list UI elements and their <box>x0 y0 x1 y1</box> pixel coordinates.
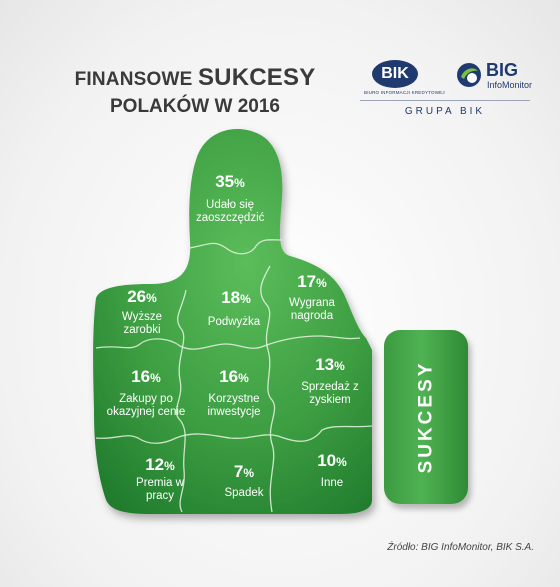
label-udalo-sie: Udało się zaoszczędzić <box>196 199 265 224</box>
seam-row-1 <box>95 335 361 350</box>
label-korzystne-inwestycje: Korzystne inwestycje <box>207 393 261 418</box>
logo-divider <box>360 100 530 101</box>
value-spadek-number: 7 <box>233 462 244 481</box>
seam-col-1 <box>175 289 187 513</box>
big-logo-name: BIG <box>486 60 519 80</box>
value-premia: 12% <box>134 455 186 475</box>
hand-silhouette <box>93 129 372 514</box>
value-wyzsze-zarobki: 26% <box>116 287 168 307</box>
label-premia: Premia w pracy <box>136 477 184 502</box>
value-udalo-sie: 35% <box>204 172 256 192</box>
seam-row-2 <box>95 425 373 444</box>
percent-sign: % <box>150 371 161 385</box>
value-korzystne-inwestycje-number: 16 <box>219 367 239 386</box>
label-sprzedaz: Sprzedaż z zyskiem <box>301 381 359 406</box>
percent-sign: % <box>146 291 157 305</box>
value-wyzsze-zarobki-number: 26 <box>127 287 147 306</box>
value-sprzedaz: 13% <box>304 355 356 375</box>
title-line-2: POLAKÓW W 2016 <box>110 95 280 117</box>
source-note: Źródło: BIG InfoMonitor, BIK S.A. <box>387 542 534 553</box>
seam-col-2 <box>260 265 276 513</box>
value-zakupy-number: 16 <box>131 367 151 386</box>
bik-logo-subtitle: BIURO INFORMACJI KREDYTOWEJ <box>364 90 445 95</box>
value-inne-number: 10 <box>317 451 337 470</box>
bik-logo: BIK BIURO INFORMACJI KREDYTOWEJ <box>364 60 445 95</box>
percent-sign: % <box>316 276 327 290</box>
value-podwyzka: 18% <box>210 288 262 308</box>
label-wyzsze-zarobki: Wyższe zarobki <box>121 311 163 336</box>
percent-sign: % <box>238 371 249 385</box>
label-inne: Inne <box>320 477 344 489</box>
label-podwyzka: Podwyżka <box>207 316 261 328</box>
value-spadek: 7% <box>218 462 270 482</box>
percent-sign: % <box>336 455 347 469</box>
seam-thumb <box>189 239 283 255</box>
percent-sign: % <box>234 176 245 190</box>
percent-sign: % <box>164 459 175 473</box>
percent-sign: % <box>334 359 345 373</box>
value-wygrana-nagroda: 17% <box>286 272 338 292</box>
title-emphasis: SUKCESY <box>197 64 316 91</box>
label-wygrana-nagroda: Wygrana nagroda <box>289 297 335 322</box>
value-korzystne-inwestycje: 16% <box>208 367 260 387</box>
value-inne: 10% <box>306 451 358 471</box>
sleeve-cuff <box>384 330 468 504</box>
group-label: GRUPA BIK <box>404 106 486 117</box>
value-premia-number: 12 <box>145 455 165 474</box>
percent-sign: % <box>240 292 251 306</box>
value-udalo-sie-number: 35 <box>215 172 235 191</box>
label-zakupy: Zakupy po okazyjnej cenie <box>106 393 186 418</box>
value-podwyzka-number: 18 <box>221 288 241 307</box>
label-spadek: Spadek <box>224 487 264 499</box>
title-line-1: FINANSOWE SUKCESY <box>60 64 330 92</box>
big-logo-subtitle: InfoMonitor <box>487 80 533 90</box>
bik-logo-mark: BIK <box>372 60 418 88</box>
value-zakupy: 16% <box>120 367 172 387</box>
chart-title: FINANSOWE SUKCESY POLAKÓW W 2016 <box>60 64 330 117</box>
title-prefix: FINANSOWE <box>74 69 193 90</box>
percent-sign: % <box>243 466 255 480</box>
big-logo-icon <box>457 63 481 87</box>
value-wygrana-nagroda-number: 17 <box>297 272 317 291</box>
logo-group: BIK BIURO INFORMACJI KREDYTOWEJ BIG Info… <box>350 56 540 136</box>
value-sprzedaz-number: 13 <box>315 355 335 374</box>
